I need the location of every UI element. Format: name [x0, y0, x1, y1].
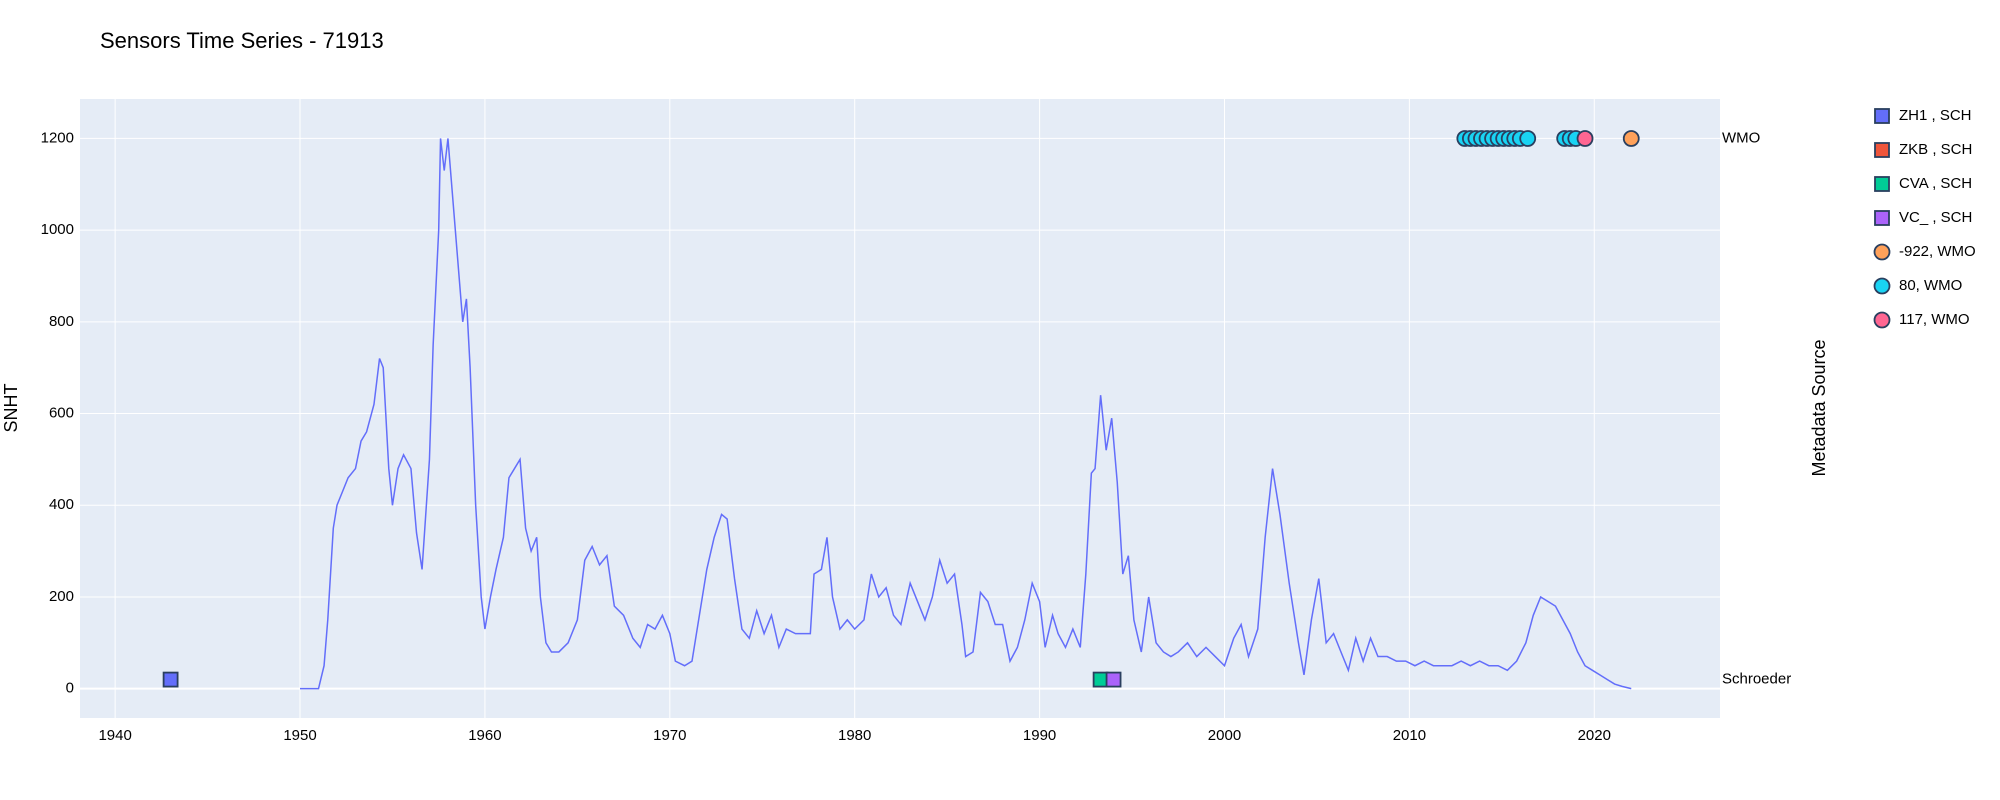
- legend-label: -922, WMO: [1899, 243, 1976, 260]
- y-tick-label: 0: [66, 680, 74, 697]
- y-tick-label: 400: [49, 496, 74, 513]
- marker-circle: [1622, 130, 1640, 147]
- x-tick-label: 1960: [468, 727, 501, 744]
- legend-label: ZH1 , SCH: [1899, 107, 1972, 124]
- marker-circle: [1519, 130, 1537, 147]
- y2-axis-title: Metadata Source: [1809, 339, 1829, 476]
- y-tick-label: 1000: [41, 221, 74, 238]
- x-tick-label: 1950: [283, 727, 316, 744]
- y-tick-label: 800: [49, 313, 74, 330]
- x-tick-label: 1990: [1023, 727, 1056, 744]
- marker-circle: [1576, 130, 1594, 147]
- y-axis-title: SNHT: [1, 383, 21, 432]
- legend-label: 117, WMO: [1899, 311, 1970, 328]
- legend-label: VC_ , SCH: [1899, 209, 1972, 226]
- legend-symbol: [1874, 142, 1890, 158]
- y-tick-label: 1200: [41, 129, 74, 146]
- y2-tick-label: Schroeder: [1722, 671, 1791, 688]
- chart-title: Sensors Time Series - 71913: [100, 28, 384, 53]
- y-tick-label: 200: [49, 588, 74, 605]
- marker-square: [1105, 671, 1122, 688]
- legend-symbol: [1873, 243, 1891, 261]
- legend-label: ZKB , SCH: [1899, 141, 1972, 158]
- x-tick-label: 1980: [838, 727, 871, 744]
- legend-symbol: [1873, 311, 1891, 329]
- legend-label: CVA , SCH: [1899, 175, 1972, 192]
- x-tick-label: 2000: [1208, 727, 1241, 744]
- series-line: [300, 138, 1632, 690]
- marker-square: [162, 671, 179, 688]
- x-tick-label: 2010: [1393, 727, 1426, 744]
- x-tick-label: 1970: [653, 727, 686, 744]
- y2-tick-label: WMO: [1722, 129, 1760, 146]
- legend-symbol: [1874, 176, 1890, 192]
- x-tick-label: 2020: [1578, 727, 1611, 744]
- legend-label: 80, WMO: [1899, 277, 1962, 294]
- legend-symbol: [1874, 210, 1890, 226]
- x-tick-label: 1940: [98, 727, 131, 744]
- y-tick-label: 600: [49, 405, 74, 422]
- plot-background: [80, 99, 1720, 718]
- marker-square: [1092, 671, 1109, 688]
- legend-symbol: [1874, 108, 1890, 124]
- legend-symbol: [1873, 277, 1891, 295]
